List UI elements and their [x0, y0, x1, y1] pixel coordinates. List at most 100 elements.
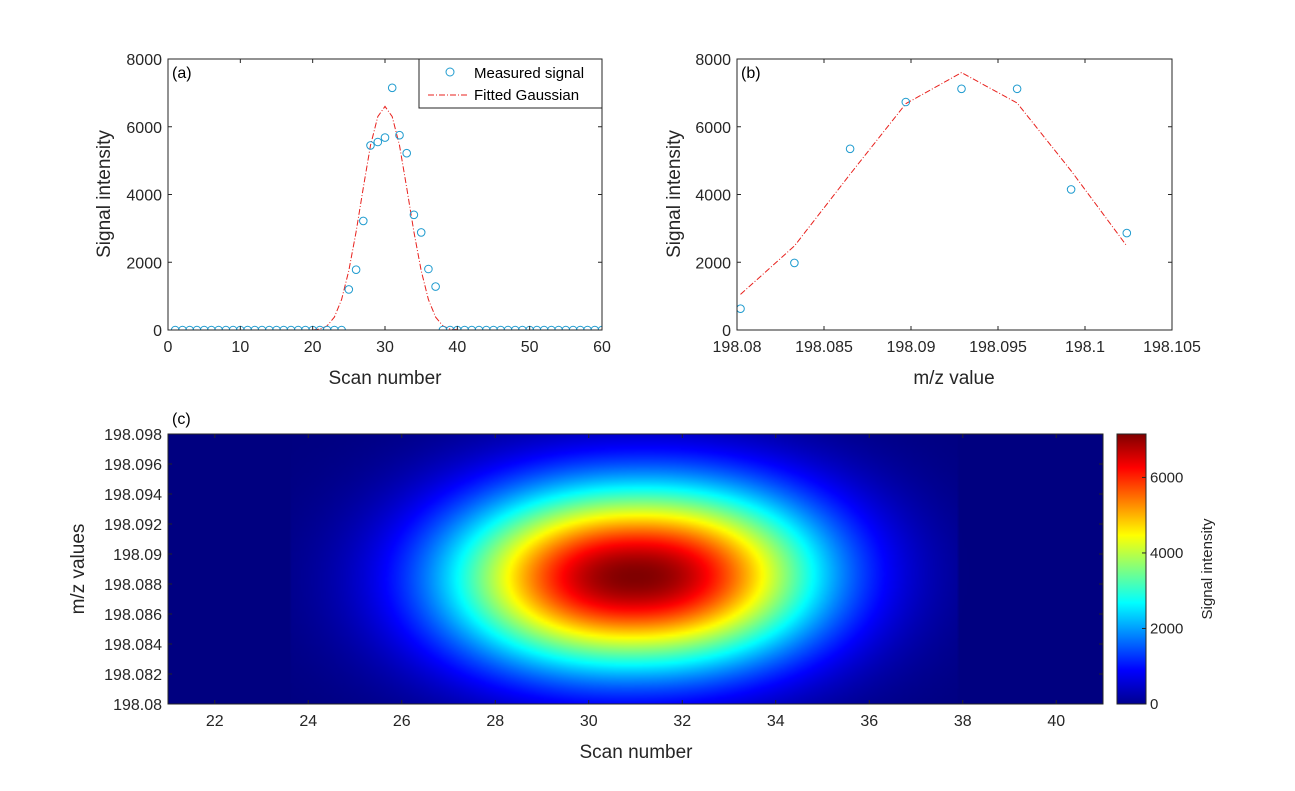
- data-point: [330, 325, 339, 330]
- legend-label-fit: Fitted Gaussian: [474, 87, 579, 104]
- data-point: [243, 325, 252, 330]
- y-tick-label: 198.094: [104, 487, 162, 504]
- y-tick-label: 2000: [695, 255, 731, 272]
- colorbar-axes: 0 2000 4000 6000: [1142, 469, 1183, 713]
- data-point: [547, 325, 556, 330]
- data-point: [460, 325, 469, 330]
- data-point: [1066, 185, 1076, 194]
- data-point: [359, 216, 368, 226]
- panel-a-xlabel: Scan number: [328, 368, 442, 389]
- data-point: [214, 325, 223, 330]
- x-tick-label: 40: [1047, 713, 1065, 730]
- panel-a-axes: 0 10 20 30 40 50 60 0 2000 4000 6000 8000: [126, 52, 611, 356]
- data-point: [539, 325, 549, 330]
- data-point: [957, 84, 966, 94]
- x-tick-label: 30: [376, 339, 394, 356]
- data-point: [185, 325, 194, 330]
- x-tick-label: 36: [860, 713, 878, 730]
- panel-b-plot-area: [737, 72, 1132, 313]
- data-point: [510, 325, 520, 330]
- colorbar-label: Signal intensity: [1199, 518, 1216, 619]
- data-point: [293, 325, 303, 330]
- legend-label-measured: Measured signal: [474, 65, 584, 82]
- data-point: [1122, 228, 1132, 238]
- y-tick-label: 198.082: [104, 667, 162, 684]
- data-point: [438, 325, 448, 330]
- y-tick-label: 0: [722, 323, 731, 340]
- colorbar-tick-label: 2000: [1150, 620, 1183, 637]
- x-tick-label: 198.08: [713, 339, 762, 356]
- panel-b-axes: 198.08 198.085 198.09 198.095 198.1 198.105 0 2…: [695, 52, 1201, 356]
- y-tick-label: 4000: [126, 188, 162, 205]
- legend-box: [418, 58, 603, 109]
- data-point: [496, 325, 505, 330]
- data-point: [474, 325, 484, 330]
- y-tick-label: 198.086: [104, 607, 162, 624]
- x-tick-label: 40: [448, 339, 466, 356]
- x-tick-label: 30: [580, 713, 598, 730]
- data-point: [590, 325, 600, 330]
- panel-a: 0 10 20 30 40 50 60 0 2000 4000 6000 8000 (a) Scan …: [94, 52, 611, 389]
- data-point: [344, 285, 354, 294]
- data-point: [790, 258, 799, 268]
- panel-b: 198.08 198.085 198.09 198.095 198.1 198.105 0 2…: [664, 52, 1201, 389]
- x-tick-label: 22: [206, 713, 224, 730]
- y-tick-label: 198.092: [104, 517, 162, 534]
- y-tick-label: 2000: [126, 255, 162, 272]
- data-point: [395, 130, 404, 140]
- data-point: [286, 325, 296, 330]
- x-tick-label: 60: [593, 339, 611, 356]
- data-point: [221, 325, 231, 330]
- y-tick-label: 6000: [126, 120, 162, 137]
- data-point: [315, 325, 325, 330]
- data-point: [199, 325, 209, 330]
- x-tick-label: 198.105: [1143, 339, 1201, 356]
- data-point: [337, 325, 346, 330]
- panel-c-frame: [167, 433, 1104, 705]
- y-tick-label: 198.09: [113, 547, 162, 564]
- y-tick-label: 8000: [126, 52, 162, 69]
- panel-c-axes: 22 24 26 28 30 32 34 36 38 40 198.08 198.082 198.084…: [104, 427, 1103, 730]
- colorbar-tick-label: 4000: [1150, 545, 1183, 562]
- data-point: [257, 325, 267, 330]
- panel-b-frame: [736, 58, 1173, 331]
- data-point: [568, 325, 578, 330]
- panel-c: (c) 22 24 26 28 30 32 34 36 38 40 198.08 198.082 198…: [68, 411, 1216, 763]
- data-point: [380, 133, 390, 142]
- x-tick-label: 0: [164, 339, 173, 356]
- x-tick-label: 20: [304, 339, 322, 356]
- y-tick-label: 4000: [695, 188, 731, 205]
- panel-a-label: (a): [172, 65, 192, 82]
- data-point: [387, 83, 397, 93]
- x-tick-label: 38: [954, 713, 972, 730]
- data-point: [482, 325, 491, 330]
- y-tick-label: 198.096: [104, 457, 162, 474]
- data-point: [228, 325, 238, 330]
- panel-c-ylabel: m/z values: [68, 524, 89, 615]
- x-tick-label: 24: [299, 713, 317, 730]
- fit-line: [740, 72, 1128, 295]
- data-point: [250, 325, 260, 330]
- y-tick-label: 6000: [695, 120, 731, 137]
- data-point: [301, 325, 310, 330]
- x-tick-label: 34: [767, 713, 785, 730]
- data-point: [416, 228, 426, 237]
- y-tick-label: 198.088: [104, 577, 162, 594]
- data-point: [583, 325, 592, 330]
- data-point: [424, 264, 433, 274]
- colorbar-tick-label: 0: [1150, 696, 1158, 713]
- x-tick-label: 50: [521, 339, 539, 356]
- colorbar-tick-label: 6000: [1150, 469, 1183, 486]
- panel-a-legend: Measured signal Fitted Gaussian: [418, 58, 603, 109]
- data-point: [503, 325, 513, 330]
- panel-c-label: (c): [172, 411, 191, 428]
- panel-b-label: (b): [741, 65, 761, 82]
- data-point: [402, 148, 412, 158]
- y-tick-label: 198.098: [104, 427, 162, 444]
- data-point: [576, 325, 585, 330]
- data-point: [265, 325, 274, 330]
- panel-b-ylabel: Signal intensity: [664, 130, 685, 258]
- data-point: [845, 144, 855, 154]
- data-point: [561, 325, 571, 330]
